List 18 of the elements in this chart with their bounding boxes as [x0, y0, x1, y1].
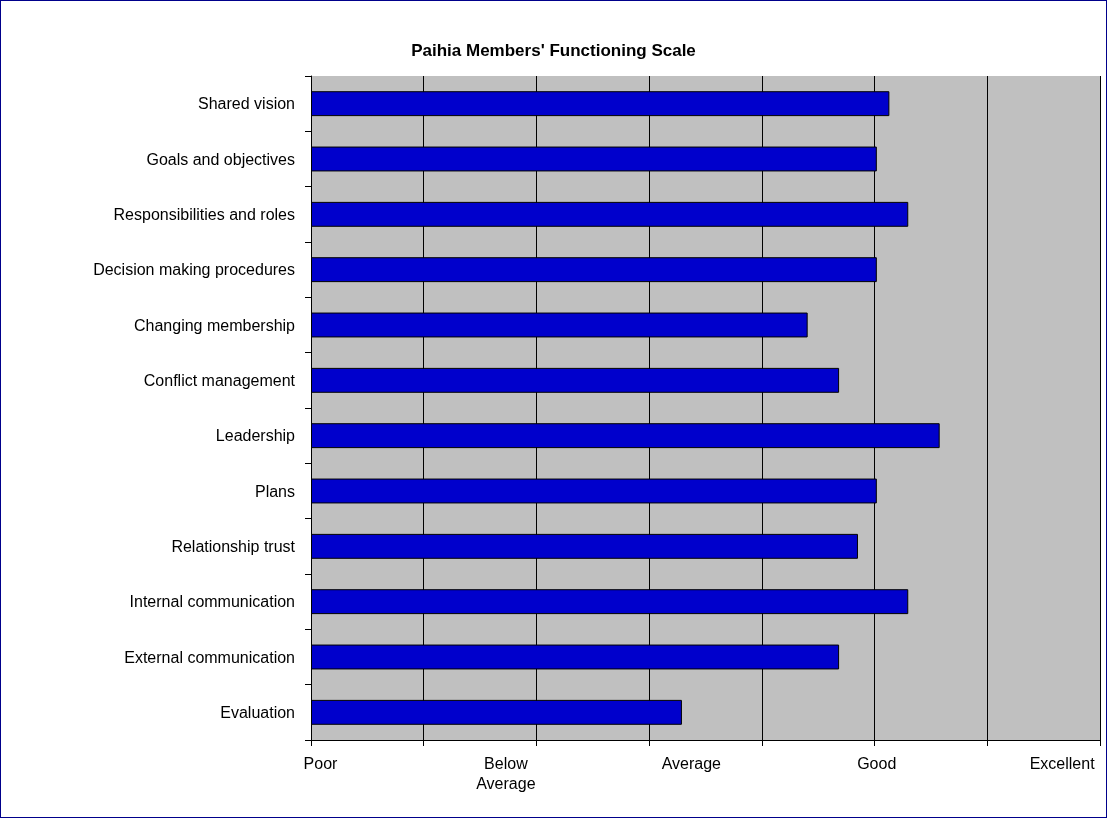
y-tick-label: External communication [124, 648, 295, 666]
text: Below Average [476, 754, 536, 792]
y-tick-label: Internal communication [129, 593, 295, 611]
y-tick-label: Evaluation [220, 703, 295, 721]
y-tick-label: Shared vision [198, 95, 295, 113]
text: Excellent [1029, 754, 1096, 772]
y-tick-label: Goals and objectives [146, 150, 295, 168]
text: Poor [303, 754, 339, 772]
y-tick-label: Plans [254, 482, 295, 500]
text: Average [661, 754, 722, 772]
y-tick-label: Leadership [215, 427, 296, 445]
y-tick-label: Decision making procedures [93, 261, 295, 279]
text: Good [857, 754, 897, 772]
y-tick-label: Relationship trust [171, 537, 296, 555]
y-tick-label: Responsibilities and roles [113, 205, 295, 223]
chart-title: Paihia Members' Functioning Scale [411, 41, 696, 60]
y-tick-label: Changing membership [134, 316, 296, 334]
y-tick-label: Conflict management [143, 371, 296, 389]
